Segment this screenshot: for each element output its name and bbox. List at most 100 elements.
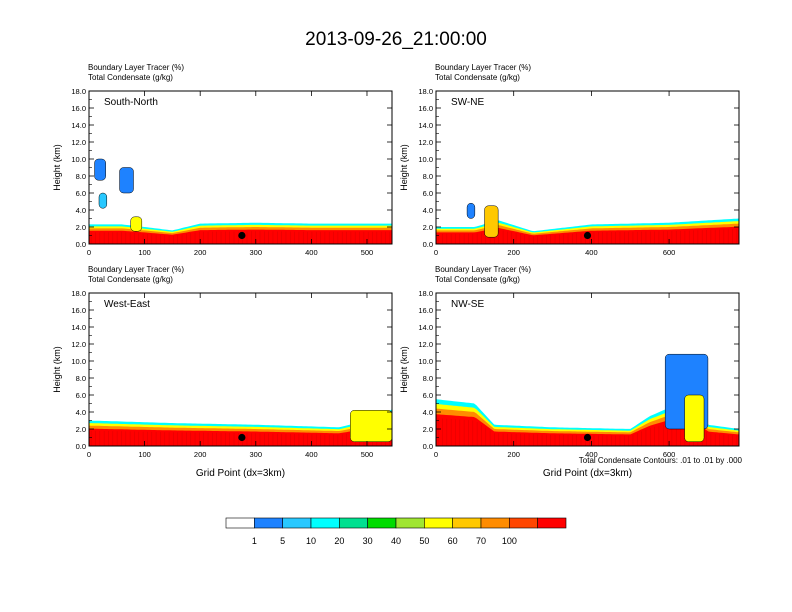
colorbar: 1 5 10 20 30 40 50 60 70 100 (225, 517, 567, 546)
footnote-contours: Total Condensate Contours: .01 to .01 by… (578, 456, 742, 465)
caption-tracer: Boundary Layer Tracer (%) (435, 63, 531, 72)
x-tick-label: 0 (87, 248, 91, 257)
x-tick-label: 500 (361, 450, 374, 459)
x-tick-label: 400 (585, 450, 598, 459)
x-tick-label: 600 (663, 248, 676, 257)
y-axis-label: Height (km) (52, 346, 62, 393)
y-tick-label: 10.0 (71, 155, 86, 164)
x-tick-label: 600 (663, 450, 676, 459)
colorbar-swatch (509, 517, 538, 529)
colorbar-swatch (282, 517, 312, 529)
y-tick-label: 12.0 (418, 138, 433, 147)
caption-tracer: Boundary Layer Tracer (%) (435, 265, 531, 274)
y-tick-label: 2.0 (76, 425, 86, 434)
x-tick-label: 400 (305, 248, 318, 257)
y-tick-label: 16.0 (418, 104, 433, 113)
panel-south-north: Boundary Layer Tracer (%)Total Condensat… (52, 63, 393, 257)
y-tick-label: 8.0 (76, 374, 86, 383)
colorbar-swatch (480, 517, 510, 529)
y-axis-label: Height (km) (399, 346, 409, 393)
y-tick-label: 8.0 (423, 172, 433, 181)
y-tick-label: 10.0 (418, 357, 433, 366)
y-tick-label: 0.0 (423, 442, 433, 451)
colorbar-label: 100 (502, 536, 517, 546)
y-tick-label: 6.0 (423, 189, 433, 198)
station-marker (238, 231, 246, 240)
x-tick-label: 100 (138, 248, 151, 257)
y-tick-label: 2.0 (76, 223, 86, 232)
colorbar-swatch (424, 517, 453, 529)
cloud-feature (119, 167, 134, 194)
x-tick-label: 200 (194, 248, 207, 257)
y-tick-label: 6.0 (423, 391, 433, 400)
panel-sw-ne: Boundary Layer Tracer (%)Total Condensat… (399, 63, 740, 257)
x-tick-label: 0 (434, 248, 438, 257)
x-tick-label: 300 (250, 450, 263, 459)
y-tick-label: 16.0 (71, 306, 86, 315)
panel-label: West-East (104, 299, 150, 310)
x-tick-label: 100 (138, 450, 151, 459)
x-tick-label: 0 (87, 450, 91, 459)
x-tick-label: 200 (507, 450, 520, 459)
colorbar-label: 10 (306, 536, 316, 546)
y-tick-label: 2.0 (423, 425, 433, 434)
y-tick-label: 4.0 (423, 206, 433, 215)
y-tick-label: 6.0 (76, 189, 86, 198)
plot-area (89, 158, 392, 244)
y-tick-label: 12.0 (71, 138, 86, 147)
caption-tracer: Boundary Layer Tracer (%) (88, 265, 184, 274)
x-tick-label: 200 (194, 450, 207, 459)
y-tick-label: 0.0 (76, 240, 86, 249)
y-axis-label: Height (km) (52, 144, 62, 191)
x-axis-label: Grid Point (dx=3km) (196, 468, 285, 479)
x-tick-label: 500 (361, 248, 374, 257)
y-tick-label: 4.0 (76, 408, 86, 417)
plot-area (436, 353, 739, 446)
y-tick-label: 18.0 (71, 289, 86, 298)
station-marker (583, 231, 592, 240)
colorbar-swatch (339, 517, 368, 529)
cloud-feature (98, 192, 108, 209)
y-tick-label: 2.0 (423, 223, 433, 232)
y-tick-label: 14.0 (418, 121, 433, 130)
y-tick-label: 14.0 (418, 323, 433, 332)
colorbar-label: 40 (391, 536, 401, 546)
x-axis-label: Grid Point (dx=3km) (543, 468, 632, 479)
x-tick-label: 300 (250, 248, 263, 257)
y-tick-label: 16.0 (418, 306, 433, 315)
y-tick-label: 8.0 (76, 172, 86, 181)
colorbar-label: 20 (334, 536, 344, 546)
y-tick-label: 14.0 (71, 323, 86, 332)
panel-label: SW-NE (451, 97, 484, 108)
x-tick-label: 400 (305, 450, 318, 459)
colorbar-swatch (254, 517, 283, 529)
x-tick-label: 200 (507, 248, 520, 257)
panel-label: South-North (104, 97, 158, 108)
cloud-feature (350, 410, 392, 442)
y-tick-label: 8.0 (423, 374, 433, 383)
caption-condensate: Total Condensate (g/kg) (88, 73, 173, 82)
colorbar-swatch (310, 517, 340, 529)
colorbar-swatch (225, 517, 255, 529)
y-tick-label: 4.0 (423, 408, 433, 417)
y-tick-label: 10.0 (71, 357, 86, 366)
y-tick-label: 10.0 (418, 155, 433, 164)
y-tick-label: 14.0 (71, 121, 86, 130)
colorbar-label: 5 (280, 536, 285, 546)
x-tick-label: 0 (434, 450, 438, 459)
y-tick-label: 4.0 (76, 206, 86, 215)
y-tick-label: 16.0 (71, 104, 86, 113)
y-tick-label: 18.0 (71, 87, 86, 96)
colorbar-label: 30 (363, 536, 373, 546)
y-tick-label: 6.0 (76, 391, 86, 400)
y-tick-label: 0.0 (423, 240, 433, 249)
cloud-feature (130, 216, 143, 232)
y-tick-label: 0.0 (76, 442, 86, 451)
caption-tracer: Boundary Layer Tracer (%) (88, 63, 184, 72)
y-tick-label: 18.0 (418, 289, 433, 298)
cloud-feature (94, 158, 106, 181)
colorbar-label: 60 (448, 536, 458, 546)
cloud-feature (684, 394, 705, 442)
colorbar-label: 1 (252, 536, 257, 546)
